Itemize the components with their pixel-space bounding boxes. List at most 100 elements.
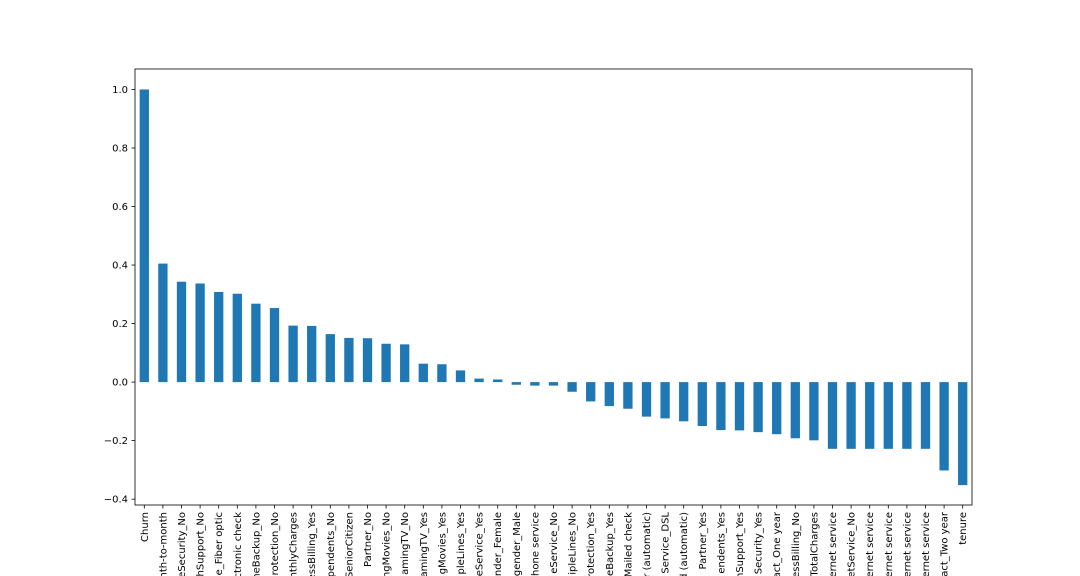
y-tick-label: 1.0 xyxy=(112,85,128,96)
bar xyxy=(660,382,670,419)
x-tick-label: e_Fiber optic xyxy=(214,512,225,575)
x-tick-label: ernet service xyxy=(865,512,876,576)
x-axis: Churn nth-to-month eSecurity_No hSupport_No… xyxy=(140,505,969,576)
bar xyxy=(158,263,168,383)
x-tick-label: amingTV_Yes xyxy=(419,512,430,576)
bar xyxy=(697,382,707,426)
x-tick-label: eService_No xyxy=(549,512,560,574)
y-tick-label: 0.4 xyxy=(112,261,128,272)
bar xyxy=(455,370,466,383)
y-tick-label: −0.4 xyxy=(104,495,128,506)
x-tick-label: r (automatic) xyxy=(642,512,653,576)
x-tick-label: SeniorCitizen xyxy=(344,512,355,576)
x-tick-label: d (automatic) xyxy=(679,512,690,576)
bar xyxy=(437,364,447,383)
x-tick-label: eBackup_Yes xyxy=(605,512,616,576)
bar xyxy=(251,303,261,383)
x-tick-label: Partner_Yes xyxy=(698,512,709,570)
x-tick-label: essBilling_Yes xyxy=(307,512,318,576)
bars-group xyxy=(139,89,968,486)
bar xyxy=(511,382,521,385)
x-tick-label: rotection_No xyxy=(270,512,281,575)
bar xyxy=(418,363,428,383)
x-tick-label: ipleLines_No xyxy=(568,512,579,575)
y-tick-label: 0.8 xyxy=(112,144,128,155)
x-tick-label: gender_Male xyxy=(512,512,523,576)
y-tick-label: 0.6 xyxy=(112,202,128,213)
bar xyxy=(753,382,763,433)
x-tick-label: neBackup_No xyxy=(251,512,262,576)
x-tick-label: tenure xyxy=(958,512,969,545)
x-tick-label: Partner_No xyxy=(363,512,374,567)
bar xyxy=(381,343,391,383)
bar xyxy=(493,379,503,383)
x-tick-label: ernet service xyxy=(921,512,932,576)
bar xyxy=(846,382,856,449)
bar xyxy=(790,382,800,439)
bar xyxy=(623,382,633,409)
x-tick-label: TotalCharges xyxy=(809,512,820,576)
x-tick-label: gMovies_Yes xyxy=(437,512,448,574)
bar xyxy=(958,382,968,486)
y-axis: −0.4 −0.2 0.0 0.2 0.4 0.6 0.8 1.0 xyxy=(104,85,135,506)
bar xyxy=(362,338,373,383)
bar xyxy=(139,89,149,383)
x-tick-label: pleLines_Yes xyxy=(456,512,467,574)
x-tick-label: Service_DSL xyxy=(661,512,672,574)
bar xyxy=(176,281,187,383)
bar xyxy=(214,291,224,383)
x-tick-label: act_One year xyxy=(772,511,783,576)
x-tick-label: rotection_Yes xyxy=(586,512,597,576)
bar xyxy=(641,382,652,417)
x-tick-label: ernet service xyxy=(884,512,895,576)
bar xyxy=(307,325,317,383)
x-tick-label: ernet service xyxy=(828,512,839,576)
y-tick-label: 0.2 xyxy=(112,319,128,330)
x-tick-label: nder_Female xyxy=(493,512,504,576)
bar xyxy=(883,382,893,449)
bar xyxy=(288,325,298,383)
bar xyxy=(772,382,782,435)
x-tick-label: Security_Yes xyxy=(754,512,765,574)
x-tick-label: ngMovies_No xyxy=(382,512,393,576)
bar xyxy=(195,283,205,383)
x-tick-label: Churn xyxy=(140,512,151,542)
x-tick-label: amingTV_No xyxy=(400,512,411,575)
bar xyxy=(567,382,577,392)
x-tick-label: hSupport_Yes xyxy=(735,512,746,576)
plot-frame xyxy=(134,68,973,506)
x-tick-label: onthlyCharges xyxy=(289,512,300,576)
x-tick-label: eService_Yes xyxy=(475,512,486,576)
x-tick-label: endents_Yes xyxy=(716,512,727,574)
x-tick-label: act_Two year xyxy=(940,511,951,576)
bar xyxy=(604,382,614,407)
y-tick-label: 0.0 xyxy=(112,378,128,389)
bar xyxy=(269,308,280,383)
y-tick-label: −0.2 xyxy=(104,436,128,447)
bar xyxy=(679,382,689,422)
bar xyxy=(400,344,410,383)
bar xyxy=(939,382,949,471)
bar xyxy=(902,382,912,449)
x-tick-label: nth-to-month xyxy=(158,512,169,576)
bar xyxy=(530,382,540,386)
x-tick-label: etService_No xyxy=(847,512,858,576)
bar xyxy=(865,382,875,449)
x-tick-label: hone service xyxy=(530,512,541,576)
bar xyxy=(734,382,745,431)
x-tick-label: hSupport_No xyxy=(196,512,207,576)
bar xyxy=(920,382,931,449)
bar xyxy=(232,293,242,383)
x-tick-label: ctronic check xyxy=(233,512,244,576)
bar xyxy=(827,382,838,449)
bar xyxy=(344,337,354,383)
bar xyxy=(474,378,484,383)
bar xyxy=(548,382,559,386)
bar xyxy=(716,382,726,431)
x-tick-label: pendents_No xyxy=(326,512,337,576)
bar xyxy=(809,382,819,441)
bar xyxy=(586,382,596,402)
x-tick-label: ernet service xyxy=(902,512,913,576)
x-tick-label: essBilling_No xyxy=(791,512,802,576)
